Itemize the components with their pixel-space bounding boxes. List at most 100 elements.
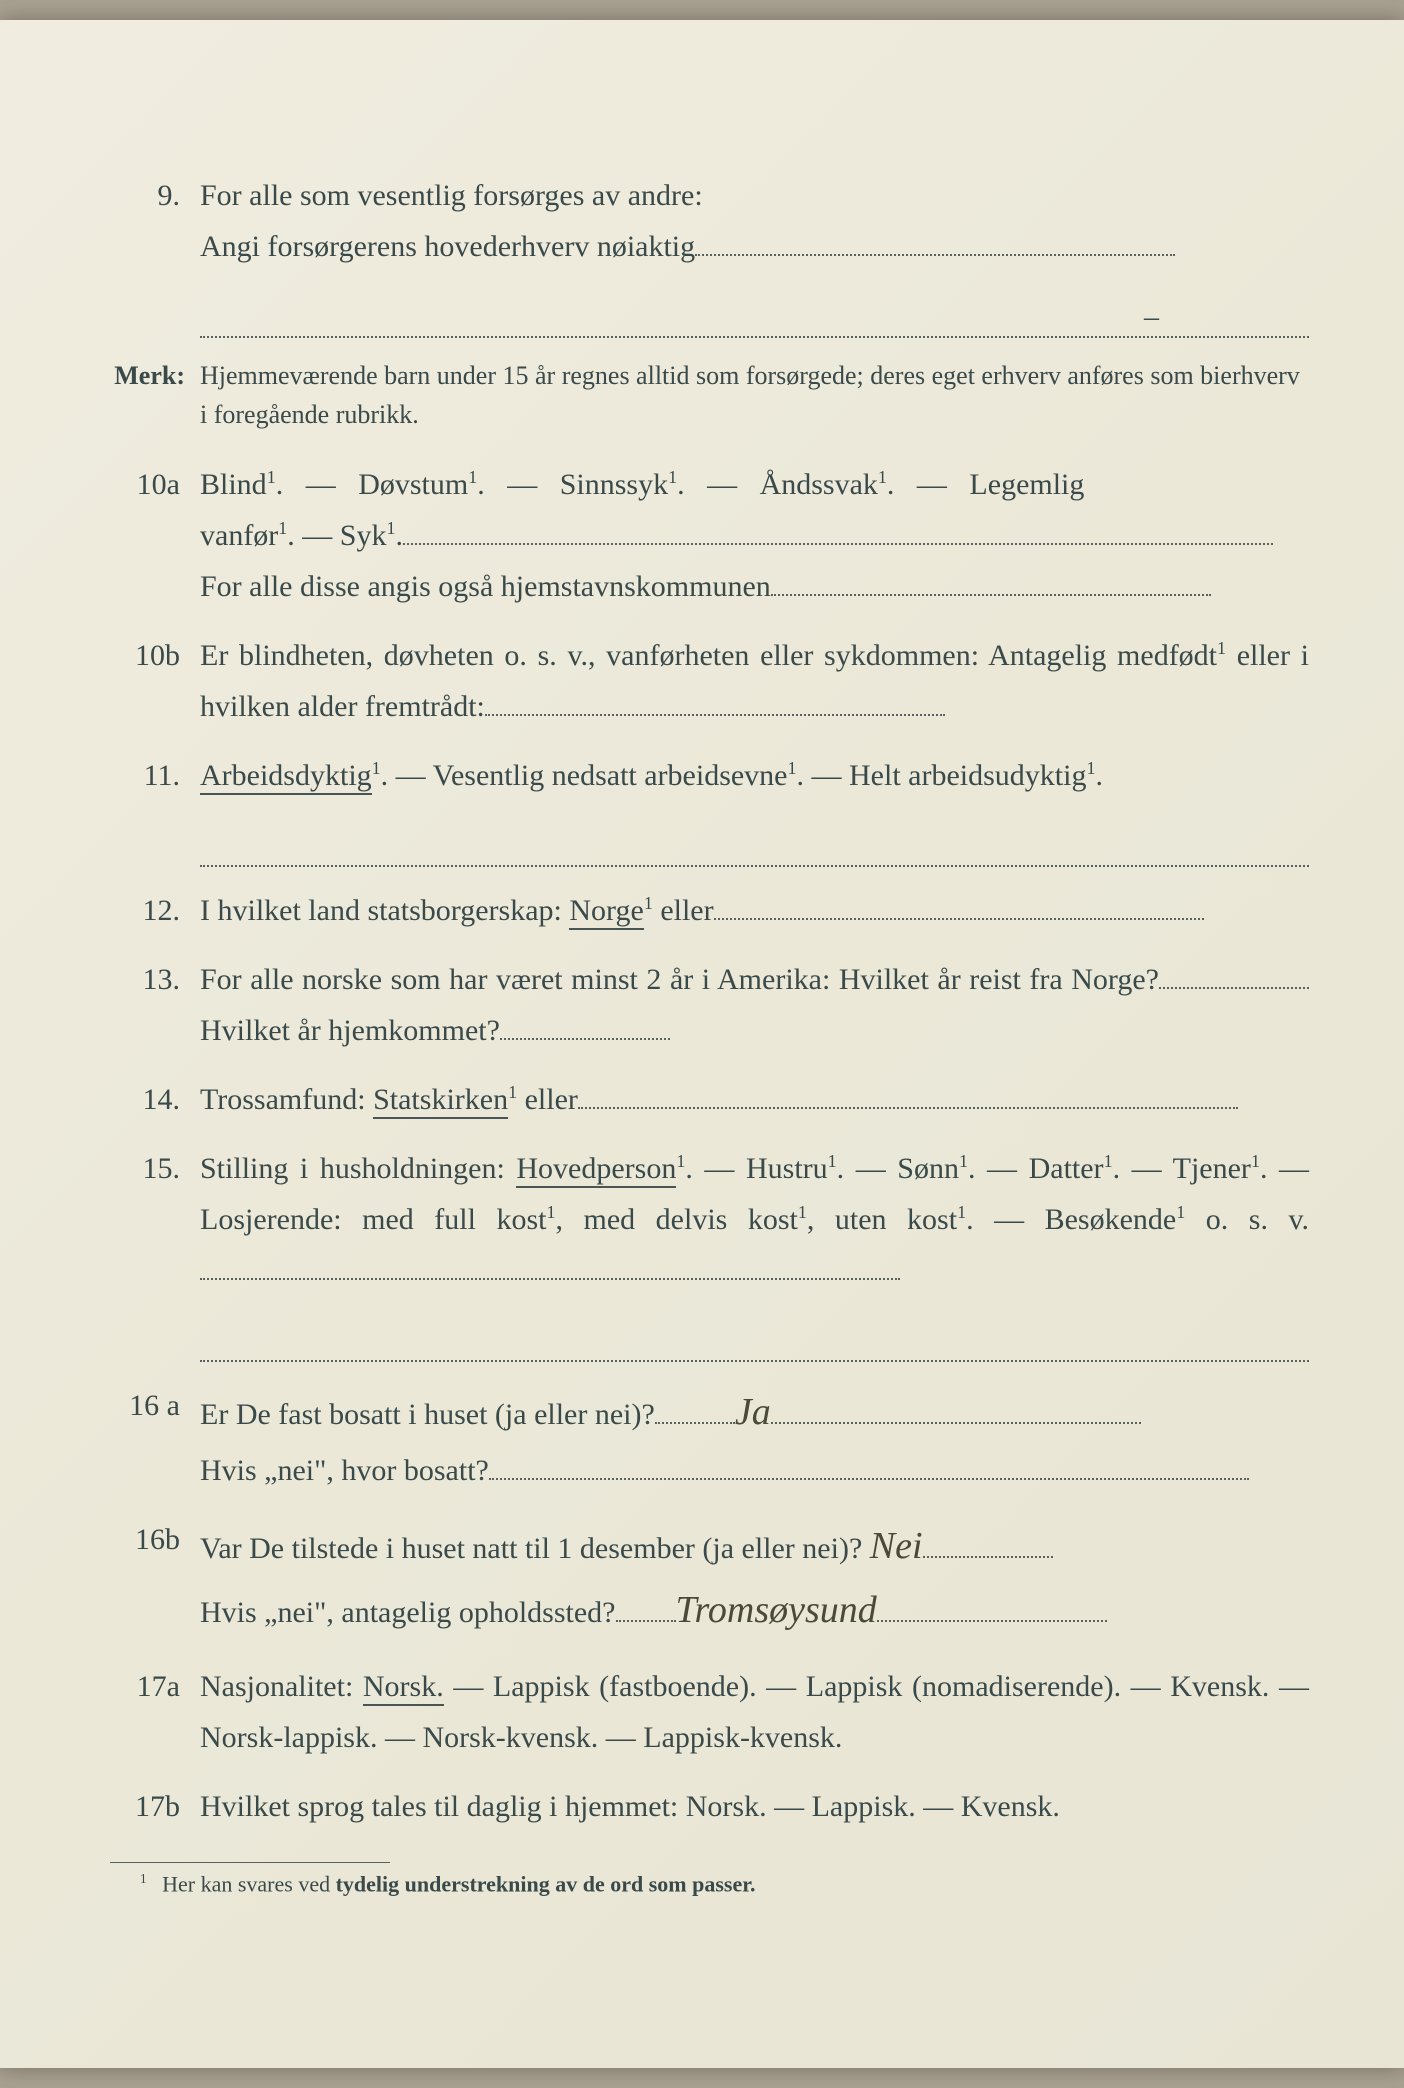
q16a-text: Er De fast bosatt i huset (ja eller nei)… — [200, 1398, 655, 1431]
question-9: 9. For alle som vesentlig forsørges av a… — [110, 170, 1309, 272]
q14-text2: eller — [517, 1083, 578, 1116]
q14-statskirken[interactable]: Statskirken — [373, 1083, 508, 1119]
q11-continuation[interactable] — [200, 819, 1309, 867]
q10a-syk[interactable]: Syk — [340, 519, 387, 552]
footnote-text: Her kan svares ved — [162, 1871, 336, 1896]
question-11: 11. Arbeidsdyktig1. — Vesentlig nedsatt … — [110, 750, 1309, 801]
q15-sonn[interactable]: . — Sønn — [837, 1152, 959, 1185]
q17a-number: 17a — [110, 1661, 200, 1763]
q10b-number: 10b — [110, 630, 200, 732]
q16b-fill2[interactable] — [877, 1620, 1107, 1622]
q9-line2: Angi forsørgerens hovederhverv nøiaktig — [200, 230, 695, 263]
dash-mark: – — [1144, 300, 1159, 334]
q15-osv: o. s. v. — [1185, 1203, 1309, 1236]
question-16a: 16 a Er De fast bosatt i huset (ja eller… — [110, 1380, 1309, 1496]
q16b-fill-pre — [616, 1620, 676, 1622]
q10b-text: Er blindheten, døvheten o. s. v., vanfør… — [200, 639, 1217, 672]
q16b-answer2: Tromsøysund — [676, 1578, 877, 1643]
q17a-text: Nasjonalitet: — [200, 1670, 363, 1703]
footnote: 1 Her kan svares ved tydelig understrekn… — [110, 1863, 1309, 1897]
q10a-fill[interactable] — [403, 543, 1273, 545]
q10a-blind[interactable]: Blind — [200, 468, 267, 501]
q11-text2[interactable]: . — Helt arbeidsudyktig — [797, 759, 1087, 792]
census-form-page: 9. For alle som vesentlig forsørges av a… — [0, 20, 1404, 2068]
q14-number: 14. — [110, 1074, 200, 1125]
q11-text[interactable]: — Vesentlig nedsatt arbeidsevne — [388, 759, 787, 792]
q16a-fill2[interactable] — [489, 1478, 1249, 1480]
q15-utenkost[interactable]: , uten kost — [807, 1203, 957, 1236]
q9-number: 9. — [110, 170, 200, 272]
q15-continuation[interactable] — [200, 1314, 1309, 1362]
question-12: 12. I hvilket land statsborgerskap: Norg… — [110, 885, 1309, 936]
q10a-content: Blind1. — Døvstum1. — Sinnssyk1. — Åndss… — [200, 459, 1309, 612]
q16b-fill[interactable] — [923, 1556, 1053, 1558]
q16b-answer: Nei — [870, 1514, 923, 1579]
question-10b: 10b Er blindheten, døvheten o. s. v., va… — [110, 630, 1309, 732]
merk-text: Hjemmeværende barn under 15 år regnes al… — [200, 356, 1309, 434]
q16a-number: 16 a — [110, 1380, 200, 1496]
q17a-norsk[interactable]: Norsk. — [363, 1670, 444, 1706]
q12-number: 12. — [110, 885, 200, 936]
footnote-bold: tydelig understrekning av de ord som pas… — [336, 1871, 756, 1896]
q17b-text[interactable]: Hvilket sprog tales til daglig i hjemmet… — [200, 1790, 1060, 1823]
question-17a: 17a Nasjonalitet: Norsk. — Lappisk (fast… — [110, 1661, 1309, 1763]
q17a-content: Nasjonalitet: Norsk. — Lappisk (fastboen… — [200, 1661, 1309, 1763]
q13-fill2[interactable] — [500, 1038, 670, 1040]
q16a-answer: Ja — [735, 1380, 771, 1445]
q11-content: Arbeidsdyktig1. — Vesentlig nedsatt arbe… — [200, 750, 1309, 801]
q9-continuation[interactable]: – — [200, 290, 1309, 338]
q10a-sinnssyk[interactable]: Sinnssyk — [560, 468, 668, 501]
q13-content: For alle norske som har været minst 2 år… — [200, 954, 1309, 1056]
q12-text: I hvilket land statsborgerskap: — [200, 894, 569, 927]
q13-text2: Hvilket år hjemkommet? — [200, 1014, 500, 1047]
q10a-andssvak[interactable]: Åndssvak — [760, 468, 878, 501]
q15-hovedperson[interactable]: Hovedperson — [516, 1152, 676, 1188]
q11-arbeidsdyktig[interactable]: Arbeidsdyktig — [200, 759, 372, 795]
q10a-number: 10a — [110, 459, 200, 612]
q14-fill[interactable] — [578, 1107, 1238, 1109]
question-10a: 10a Blind1. — Døvstum1. — Sinnssyk1. — Å… — [110, 459, 1309, 612]
q12-norge[interactable]: Norge — [569, 894, 643, 930]
q13-text: For alle norske som har været minst 2 år… — [200, 963, 1159, 996]
q16b-text2: Hvis „nei", antagelig opholdssted? — [200, 1596, 616, 1629]
q11-number: 11. — [110, 750, 200, 801]
question-13: 13. For alle norske som har været minst … — [110, 954, 1309, 1056]
q10a-vanfor[interactable]: vanfør — [200, 519, 278, 552]
q15-datter[interactable]: . — Datter — [968, 1152, 1104, 1185]
q15-fill[interactable] — [200, 1278, 900, 1280]
q13-fill1[interactable] — [1159, 987, 1309, 989]
q10a-kommune: For alle disse angis også hjemstavnskomm… — [200, 570, 771, 603]
q10a-fill2[interactable] — [771, 594, 1211, 596]
question-17b: 17b Hvilket sprog tales til daglig i hje… — [110, 1781, 1309, 1832]
q15-tjener[interactable]: . — Tjener — [1113, 1152, 1251, 1185]
q12-text2: eller — [653, 894, 714, 927]
q16b-content: Var De tilstede i huset natt til 1 desem… — [200, 1514, 1309, 1643]
q16b-number: 16b — [110, 1514, 200, 1643]
q15-delviskost[interactable]: , med delvis kost — [555, 1203, 797, 1236]
q10b-content: Er blindheten, døvheten o. s. v., vanfør… — [200, 630, 1309, 732]
q14-content: Trossamfund: Statskirken1 eller — [200, 1074, 1309, 1125]
q17b-content: Hvilket sprog tales til daglig i hjemmet… — [200, 1781, 1309, 1832]
question-16b: 16b Var De tilstede i huset natt til 1 d… — [110, 1514, 1309, 1643]
q9-fill-line[interactable] — [695, 254, 1175, 256]
q10b-fill[interactable] — [485, 714, 945, 716]
q15-text: Stilling i husholdningen: — [200, 1152, 516, 1185]
q16b-text: Var De tilstede i huset natt til 1 desem… — [200, 1532, 862, 1565]
q9-line1: For alle som vesentlig forsørges av andr… — [200, 179, 703, 212]
q15-hustru[interactable]: — Hustru — [693, 1152, 828, 1185]
merk-note: Merk: Hjemmeværende barn under 15 år reg… — [110, 356, 1309, 434]
q16a-fill[interactable] — [771, 1422, 1141, 1424]
q15-besokende[interactable]: . — Besøkende — [966, 1203, 1176, 1236]
question-15: 15. Stilling i husholdningen: Hovedperso… — [110, 1143, 1309, 1296]
q9-content: For alle som vesentlig forsørges av andr… — [200, 170, 1309, 272]
q17b-number: 17b — [110, 1781, 200, 1832]
q12-fill[interactable] — [714, 918, 1204, 920]
q14-text: Trossamfund: — [200, 1083, 373, 1116]
q13-number: 13. — [110, 954, 200, 1056]
question-14: 14. Trossamfund: Statskirken1 eller — [110, 1074, 1309, 1125]
q10a-dovstum[interactable]: Døvstum — [358, 468, 468, 501]
q12-content: I hvilket land statsborgerskap: Norge1 e… — [200, 885, 1309, 936]
q15-content: Stilling i husholdningen: Hovedperson1. … — [200, 1143, 1309, 1296]
q16a-fill-pre — [655, 1422, 735, 1424]
q16a-content: Er De fast bosatt i huset (ja eller nei)… — [200, 1380, 1309, 1496]
